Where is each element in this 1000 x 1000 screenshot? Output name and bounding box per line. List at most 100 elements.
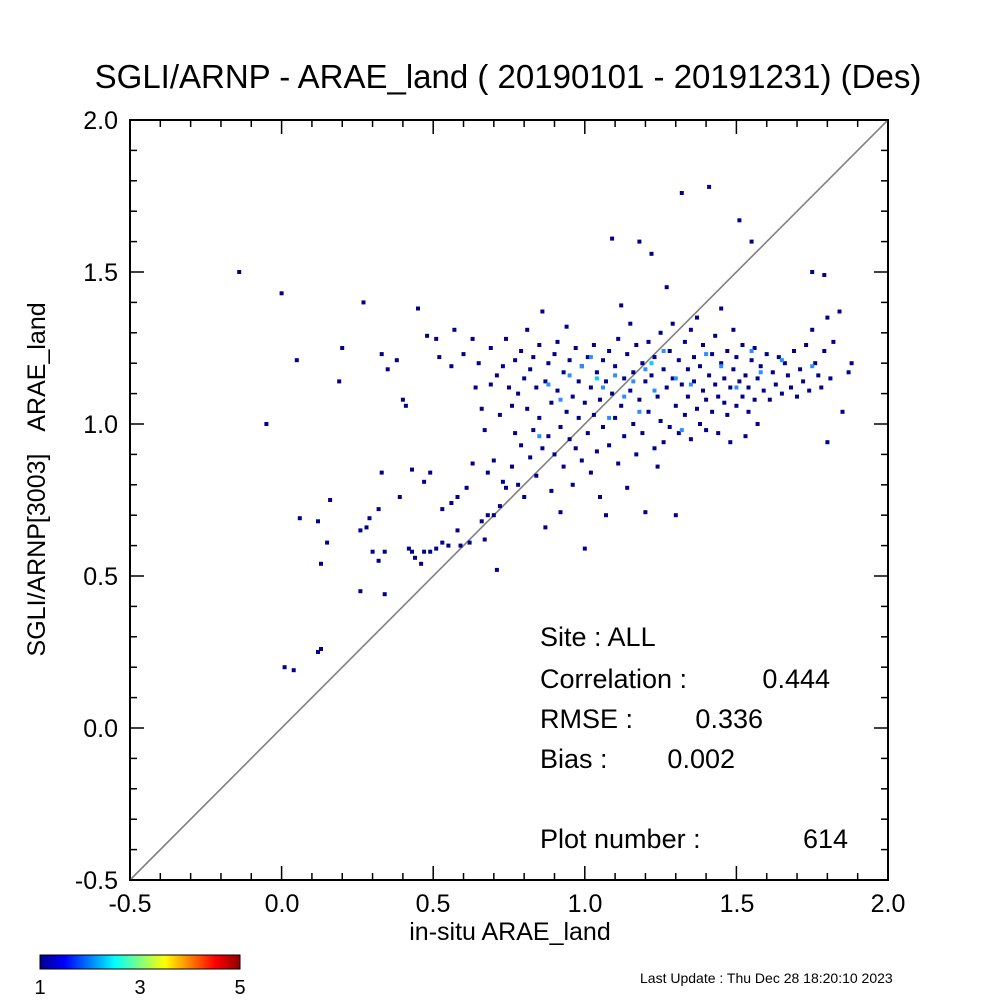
data-point	[722, 376, 727, 381]
data-point	[434, 336, 439, 341]
data-point	[670, 376, 675, 381]
data-point	[491, 458, 496, 463]
data-point	[661, 440, 666, 445]
data-point	[422, 479, 427, 484]
y-tick-label: 0.0	[83, 715, 118, 743]
data-point	[567, 437, 572, 442]
data-point	[716, 394, 721, 399]
data-point	[773, 382, 778, 387]
data-point	[416, 306, 420, 311]
data-point	[616, 336, 621, 341]
data-point	[567, 358, 572, 363]
data-point	[425, 333, 430, 338]
data-point	[637, 239, 642, 244]
data-point	[737, 379, 742, 384]
data-point	[667, 425, 672, 429]
data-point	[810, 327, 815, 332]
data-point	[479, 519, 484, 524]
x-tick-label: 0.5	[416, 890, 451, 918]
data-point	[385, 367, 390, 372]
data-point	[688, 327, 693, 332]
data-point	[437, 355, 442, 360]
data-point	[719, 361, 724, 366]
data-point	[510, 464, 514, 469]
data-point	[504, 336, 508, 341]
last-update-text: Last Update : Thu Dec 28 18:20:10 2023	[640, 970, 893, 986]
data-point	[379, 352, 384, 357]
data-point	[576, 415, 581, 420]
data-point	[673, 513, 678, 518]
data-point	[701, 343, 705, 347]
data-point	[640, 361, 645, 366]
data-point	[685, 367, 690, 372]
stats-plot-number-label: Plot number :	[540, 824, 701, 854]
data-point	[652, 446, 657, 451]
data-point	[679, 428, 684, 433]
data-point	[558, 425, 563, 429]
data-point	[582, 400, 587, 405]
data-point	[819, 385, 824, 390]
data-point	[316, 519, 320, 524]
data-point	[516, 391, 521, 396]
data-point	[634, 343, 639, 347]
data-point	[610, 236, 615, 241]
data-point	[795, 394, 799, 399]
data-point	[737, 218, 742, 223]
data-point	[601, 385, 605, 390]
data-point	[485, 470, 490, 475]
data-point	[376, 507, 381, 512]
data-point	[685, 394, 690, 399]
data-point	[804, 343, 809, 347]
data-point	[752, 346, 757, 350]
data-point	[746, 385, 751, 390]
data-point	[546, 434, 551, 439]
data-point	[825, 440, 830, 445]
data-point	[761, 388, 766, 393]
data-point	[400, 397, 405, 402]
colorbar	[39, 954, 241, 970]
data-point	[588, 355, 593, 360]
data-point	[610, 391, 615, 396]
data-point	[497, 504, 502, 509]
data-point	[531, 355, 536, 360]
data-point	[598, 495, 602, 499]
data-point	[461, 352, 466, 357]
data-point	[582, 546, 587, 551]
data-point	[776, 355, 781, 360]
data-point	[625, 352, 630, 357]
data-point	[688, 437, 693, 442]
y-tick-label: 1.5	[83, 259, 118, 287]
data-point	[649, 361, 654, 366]
data-point	[264, 422, 269, 426]
data-point	[831, 339, 836, 344]
data-point	[561, 464, 566, 469]
data-point	[397, 495, 402, 499]
colorbar-label: 5	[234, 977, 245, 999]
data-point	[607, 415, 612, 420]
x-axis-label: in-situ ARAE_land	[409, 918, 611, 946]
data-point	[604, 513, 608, 518]
data-point	[410, 467, 414, 472]
data-point	[573, 446, 578, 451]
data-point	[482, 428, 487, 433]
data-point	[473, 385, 478, 390]
data-point	[543, 379, 548, 384]
stats-correlation-value: 0.444	[762, 664, 830, 694]
data-point	[713, 333, 718, 338]
data-point	[755, 376, 760, 381]
stats-correlation-label: Correlation :	[540, 664, 687, 694]
stats-rmse-value: 0.336	[695, 704, 763, 734]
data-point	[728, 440, 733, 445]
x-tick-label: 0.0	[265, 890, 300, 918]
y-tick-label: -0.5	[75, 867, 118, 895]
data-point	[594, 449, 599, 454]
data-point	[652, 355, 657, 360]
data-point	[576, 379, 581, 384]
x-tick-label: 1.0	[568, 890, 603, 918]
data-point	[716, 431, 721, 436]
data-point	[652, 388, 657, 393]
data-point	[631, 422, 636, 426]
data-point	[661, 367, 666, 372]
data-point	[661, 349, 666, 353]
y-tick-label: 0.5	[83, 563, 118, 591]
